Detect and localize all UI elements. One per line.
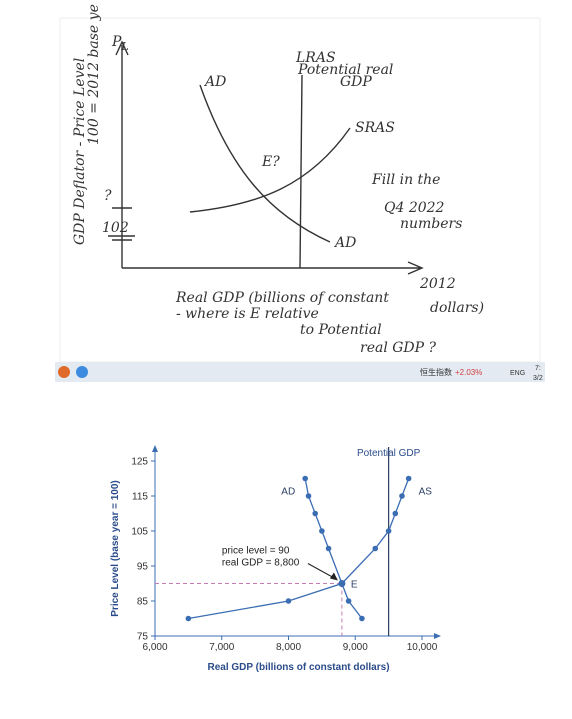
data-point (345, 598, 352, 604)
data-point (392, 510, 399, 517)
series-line (188, 478, 410, 620)
sketch-y-note: 100 = 2012 base ye (86, 4, 102, 145)
sketch-ad-bottom: AD (333, 235, 356, 251)
data-point (399, 493, 405, 499)
sketch-x-axis (122, 261, 424, 275)
sketch-lras (299, 74, 303, 269)
x-tick-label: 6,000 (142, 642, 167, 653)
sketch-l: L (120, 40, 128, 53)
sketch-note-3: numbers (400, 216, 462, 232)
data-point (319, 528, 325, 534)
y-tick-label: 125 (131, 457, 148, 468)
y-tick-label: 85 (137, 597, 149, 608)
sketch-tick: 102 (102, 220, 129, 236)
sketch-pl: PL (111, 34, 129, 53)
taskbar-date: 3/2 (533, 375, 543, 382)
taskbar-icon[interactable] (58, 366, 70, 378)
series-label: AD (281, 487, 295, 498)
x-tick-label: 9,000 (343, 642, 368, 653)
data-point (302, 475, 308, 482)
sketch-y-axis (115, 40, 129, 268)
annotation: real GDP = 8,800 (222, 558, 300, 569)
taskbar-icon[interactable] (76, 366, 88, 378)
sketch-ad-curve (199, 84, 331, 243)
sketch-question-1: - where is E relative (176, 306, 319, 322)
series-label: AS (419, 487, 433, 498)
equilibrium-label: E (351, 580, 358, 591)
sketch-potential-1: Potential real (297, 62, 393, 78)
sketch-x-title-2: dollars) (430, 300, 484, 316)
y-axis-arrow (152, 445, 158, 452)
sketch-question-3: real GDP ? (360, 340, 437, 356)
sketch-note-2: Q4 2022 (384, 200, 445, 216)
equilibrium-point (338, 580, 346, 587)
potential-gdp-label: Potential GDP (357, 448, 421, 459)
data-point (285, 598, 292, 604)
y-tick-label: 75 (137, 632, 149, 643)
sketch-p: P (111, 34, 122, 50)
data-point (305, 493, 312, 499)
sketch-x-title-1: Real GDP (billions of constant (175, 290, 389, 306)
taskbar-ticker: 恒生指数 (420, 367, 452, 377)
sketch-question-2: to Potential (300, 322, 382, 338)
data-point (185, 615, 192, 622)
taskbar-change: +2.03% (455, 368, 482, 377)
annotation: price level = 90 (222, 546, 290, 557)
data-point (372, 545, 379, 552)
sketch-note-1: Fill in the (371, 172, 440, 188)
sketch-ad-top: AD (203, 74, 226, 90)
sketch-y-title: GDP Deflator - Price Level (72, 58, 88, 245)
sketch-question: ? (104, 188, 112, 204)
series-line (304, 478, 363, 619)
sketch-sras-curve (189, 127, 351, 213)
data-point (359, 615, 365, 622)
sketch-e: E? (261, 154, 280, 170)
y-tick-label: 105 (131, 527, 148, 538)
y-axis-title: Price Level (base year = 100) (110, 480, 121, 616)
x-tick-label: 7,000 (209, 642, 234, 653)
taskbar-language: ENG (510, 370, 525, 377)
data-point (325, 545, 332, 552)
sketch-sras: SRAS (355, 120, 395, 136)
sketch-lras-label: LRAS (295, 50, 336, 66)
sketch-marks (108, 207, 135, 241)
sketch-year: 2012 (419, 276, 456, 292)
x-axis-title: Real GDP (billions of constant dollars) (207, 662, 389, 673)
sketch-potential-2: GDP (340, 74, 372, 90)
data-point (385, 528, 392, 534)
y-tick-label: 95 (137, 562, 149, 573)
x-tick-label: 10,000 (407, 642, 438, 653)
x-tick-label: 8,000 (276, 642, 301, 653)
x-axis-arrow (434, 633, 441, 639)
data-point (405, 475, 412, 482)
y-tick-label: 115 (132, 492, 148, 503)
data-point (312, 510, 319, 517)
taskbar (55, 362, 545, 382)
annotation-arrowhead (329, 572, 338, 581)
sketch-frame (59, 17, 541, 363)
taskbar-time: 7: (535, 365, 541, 372)
